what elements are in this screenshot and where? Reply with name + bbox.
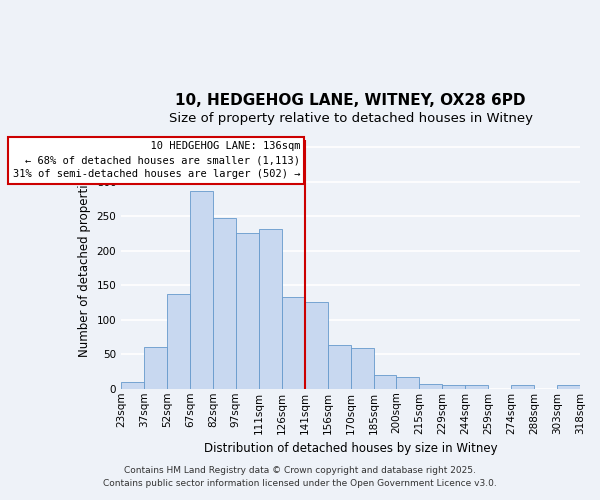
Text: 10, HEDGEHOG LANE, WITNEY, OX28 6PD: 10, HEDGEHOG LANE, WITNEY, OX28 6PD [175, 92, 526, 108]
Bar [511, 386, 534, 389]
Bar [397, 377, 419, 389]
Bar [419, 384, 442, 389]
Bar [282, 297, 305, 389]
Bar [465, 386, 488, 389]
Bar [328, 345, 350, 389]
X-axis label: Distribution of detached houses by size in Witney: Distribution of detached houses by size … [204, 442, 497, 455]
Y-axis label: Number of detached properties: Number of detached properties [78, 172, 91, 358]
Bar [442, 386, 465, 389]
Text: Contains HM Land Registry data © Crown copyright and database right 2025.
Contai: Contains HM Land Registry data © Crown c… [103, 466, 497, 487]
Bar [190, 191, 213, 389]
Bar [144, 348, 167, 389]
Bar [121, 382, 144, 389]
Bar [305, 302, 328, 389]
Text: Size of property relative to detached houses in Witney: Size of property relative to detached ho… [169, 112, 533, 125]
Bar [259, 229, 282, 389]
Bar [236, 232, 259, 389]
Bar [374, 375, 397, 389]
Bar [350, 348, 374, 389]
Bar [213, 218, 236, 389]
Text: 10 HEDGEHOG LANE: 136sqm
← 68% of detached houses are smaller (1,113)
31% of sem: 10 HEDGEHOG LANE: 136sqm ← 68% of detach… [13, 142, 300, 180]
Bar [167, 294, 190, 389]
Bar [557, 386, 580, 389]
